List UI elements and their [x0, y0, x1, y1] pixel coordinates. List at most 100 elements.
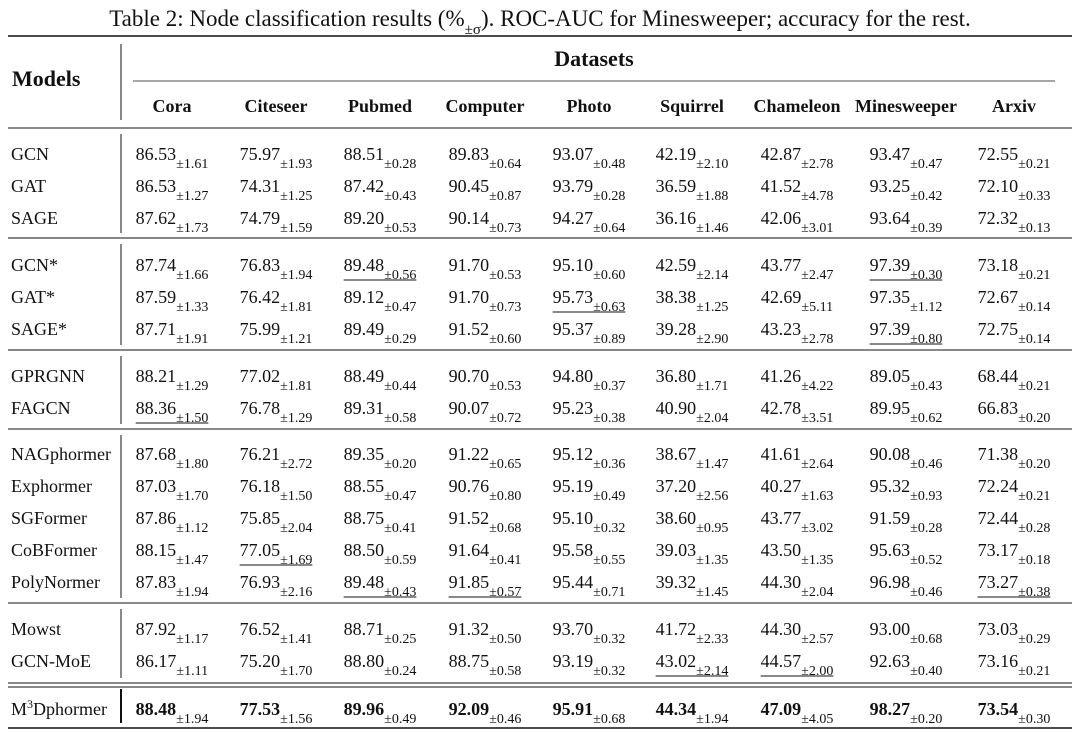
model-name-text: SAGE: [11, 208, 58, 228]
result-cell: 88.55±0.47: [344, 476, 417, 504]
result-cell: 43.77±3.02: [761, 508, 834, 536]
model-name-text: GAT: [11, 176, 46, 196]
model-name: SGFormer: [11, 508, 87, 528]
mean-value: 90.07: [449, 398, 490, 418]
mean-value: 97.39: [870, 319, 911, 339]
mean-value: 89.35: [344, 444, 385, 464]
std-value: ±1.94: [176, 712, 208, 727]
result-cell: 91.70±0.73: [449, 287, 522, 315]
result-cell: 89.48±0.56: [344, 255, 417, 283]
mean-value: 88.36: [136, 398, 177, 418]
std-value: ±2.33: [696, 632, 728, 647]
result-cell: 76.52±1.41: [240, 619, 313, 647]
result-cell: 76.21±2.72: [240, 444, 313, 472]
result-cell: 88.49±0.44: [344, 366, 417, 394]
model-name: M3Dphormer: [11, 697, 107, 719]
mean-value: 87.83: [136, 572, 177, 592]
std-value: ±0.14: [1018, 300, 1050, 315]
std-value: ±0.47: [384, 489, 416, 504]
std-value: ±2.47: [801, 268, 833, 283]
result-cell: 87.83±1.94: [136, 572, 209, 600]
result-cell: 77.53±1.56: [240, 699, 313, 727]
result-cell: 88.80±0.24: [344, 651, 417, 679]
result-cell: 96.98±0.46: [870, 572, 943, 600]
mean-value: 42.19: [656, 144, 697, 164]
result-cell: 75.20±1.70: [240, 651, 313, 679]
std-value: ±0.64: [593, 221, 625, 236]
mean-value: 74.79: [240, 208, 281, 228]
mean-value: 97.35: [870, 287, 911, 307]
mean-value: 95.63: [870, 540, 911, 560]
mean-value: 92.63: [870, 651, 911, 671]
result-cell: 95.10±0.32: [553, 508, 626, 536]
result-cell: 72.55±0.21: [978, 144, 1051, 172]
result-cell: 39.32±1.45: [656, 572, 729, 600]
result-cell: 93.00±0.68: [870, 619, 943, 647]
model-name-text: FAGCN: [11, 398, 71, 418]
column-header: Chameleon: [754, 96, 841, 116]
mean-value: 73.03: [978, 619, 1019, 639]
mean-value: 74.31: [240, 176, 281, 196]
column-header: Citeseer: [245, 96, 308, 116]
std-value: ±1.50: [280, 489, 312, 504]
mean-value: 91.22: [449, 444, 490, 464]
result-cell: 66.83±0.20: [978, 398, 1051, 426]
std-value: ±0.46: [910, 457, 942, 472]
result-cell: 97.39±0.80: [870, 319, 943, 347]
std-value: ±0.59: [384, 553, 416, 568]
std-value: ±2.57: [801, 632, 833, 647]
mean-value: 90.76: [449, 476, 490, 496]
result-cell: 75.97±1.93: [240, 144, 313, 172]
result-cell: 76.78±1.29: [240, 398, 313, 426]
result-cell: 68.44±0.21: [978, 366, 1051, 394]
model-name-text: GPRGNN: [11, 366, 85, 386]
mean-value: 42.06: [761, 208, 802, 228]
mean-value: 38.67: [656, 444, 697, 464]
std-value: ±1.25: [696, 300, 728, 315]
std-value: ±0.20: [1018, 457, 1050, 472]
mean-value: 72.55: [978, 144, 1019, 164]
result-cell: 93.07±0.48: [553, 144, 626, 172]
mean-value: 95.58: [553, 540, 594, 560]
std-value: ±0.32: [593, 664, 625, 679]
result-cell: 95.23±0.38: [553, 398, 626, 426]
result-cell: 95.44±0.71: [553, 572, 626, 600]
result-cell: 88.51±0.28: [344, 144, 417, 172]
result-cell: 72.24±0.21: [978, 476, 1051, 504]
result-cell: 47.09±4.05: [761, 699, 834, 727]
result-cell: 88.71±0.25: [344, 619, 417, 647]
std-value: ±1.21: [280, 332, 312, 347]
std-value: ±0.72: [489, 411, 521, 426]
result-cell: 95.19±0.49: [553, 476, 626, 504]
result-cell: 43.50±1.35: [761, 540, 834, 568]
mean-value: 75.20: [240, 651, 281, 671]
result-cell: 88.15±1.47: [136, 540, 209, 568]
std-value: ±1.17: [176, 632, 208, 647]
mean-value: 76.78: [240, 398, 281, 418]
mean-value: 44.34: [656, 699, 697, 719]
result-cell: 89.05±0.43: [870, 366, 943, 394]
std-value: ±0.80: [910, 332, 942, 347]
std-value: ±5.11: [801, 300, 833, 315]
model-name-text: Mowst: [11, 619, 61, 639]
std-value: ±0.33: [1018, 189, 1050, 204]
mean-value: 90.45: [449, 176, 490, 196]
mean-value: 88.75: [344, 508, 385, 528]
mean-value: 41.52: [761, 176, 802, 196]
std-value: ±0.93: [910, 489, 942, 504]
std-value: ±1.94: [280, 268, 312, 283]
mean-value: 88.15: [136, 540, 177, 560]
std-value: ±1.29: [176, 379, 208, 394]
model-name: PolyNormer: [11, 572, 100, 592]
mean-value: 89.20: [344, 208, 385, 228]
result-cell: 93.19±0.32: [553, 651, 626, 679]
mean-value: 90.70: [449, 366, 490, 386]
mean-value: 95.12: [553, 444, 594, 464]
result-cell: 73.17±0.18: [978, 540, 1051, 568]
column-header: Photo: [567, 96, 612, 116]
result-cell: 72.67±0.14: [978, 287, 1051, 315]
mean-value: 43.02: [656, 651, 697, 671]
result-cell: 93.25±0.42: [870, 176, 943, 204]
model-name-text: NAGphormer: [11, 444, 111, 464]
result-cell: 89.49±0.29: [344, 319, 417, 347]
